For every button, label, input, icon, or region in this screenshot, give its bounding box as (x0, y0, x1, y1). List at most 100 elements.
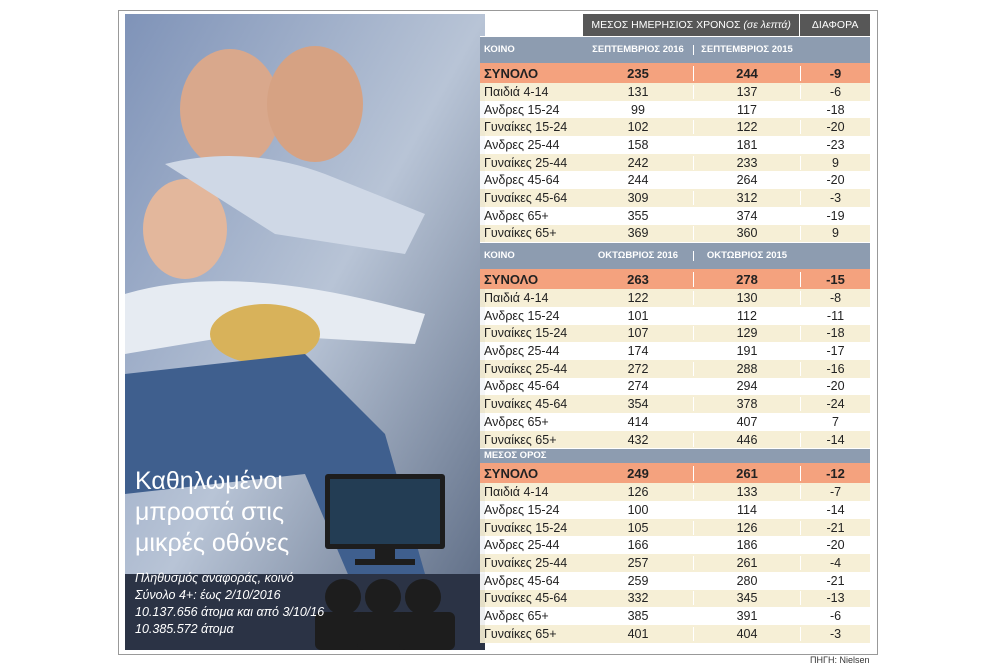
table-row: Γυναίκες 45-64 309 312 -3 (480, 189, 870, 207)
cell: 117 (693, 102, 800, 117)
cell: 244 (627, 173, 649, 188)
table-row: Γυναίκες 65+ 401 404 -3 (480, 624, 870, 643)
cell: -6 (800, 84, 870, 99)
row-label: Γυναίκες 45-64 (484, 397, 568, 412)
cell: 126 (693, 520, 800, 535)
cell: 355 (627, 208, 649, 223)
table-row: Ανδρες 45-64 259 280 -21 (480, 571, 870, 590)
row-label: Παιδιά 4-14 (484, 84, 549, 99)
table-row: Γυναίκες 65+ 369 360 9 (480, 224, 870, 243)
cell: 244 (693, 65, 800, 81)
cell: 391 (693, 609, 800, 624)
total-row: ΣΥΝΟΛΟ 249 261 -12 (480, 463, 870, 484)
cell: 102 (627, 120, 649, 135)
cell: 112 (693, 308, 800, 323)
cell: -11 (800, 308, 870, 323)
cell: 312 (693, 190, 800, 205)
cell: -19 (800, 208, 870, 223)
row-label: Γυναίκες 65+ (484, 226, 557, 241)
cell: 378 (693, 397, 800, 412)
cell: 414 (627, 414, 649, 429)
row-label: Παιδιά 4-14 (484, 291, 549, 306)
table-row: Γυναίκες 25-44 272 288 -16 (480, 359, 870, 378)
cell: 122 (693, 120, 800, 135)
cell: -20 (800, 120, 870, 135)
row-label: Γυναίκες 15-24 (484, 326, 568, 341)
cell: 280 (693, 573, 800, 588)
cell: 401 (627, 626, 649, 641)
column-header: ΣΕΠΤΕΜΒΡΙΟΣ 2016 (592, 44, 684, 55)
table-row: Ανδρες 45-64 274 294 -20 (480, 377, 870, 396)
data-table: ΜΕΣΟΣ ΗΜΕΡΗΣΙΟΣ ΧΡΟΝΟΣ (σε λεπτά) ΔΙΑΦΟΡ… (480, 14, 870, 643)
cell: 332 (627, 591, 649, 606)
header-main: ΜΕΣΟΣ ΗΜΕΡΗΣΙΟΣ ΧΡΟΝΟΣ (σε λεπτά) (583, 14, 800, 36)
cell: 191 (693, 344, 800, 359)
cell: 274 (627, 379, 649, 394)
table-row: Ανδρες 15-24 101 112 -11 (480, 306, 870, 325)
row-label: Γυναίκες 25-44 (484, 361, 568, 376)
table-row: Ανδρες 45-64 244 264 -20 (480, 171, 870, 190)
table-row: Γυναίκες 15-24 105 126 -21 (480, 518, 870, 537)
title: Καθηλωμένοι μπροστά στις μικρές οθόνες (135, 467, 290, 557)
cell: -3 (800, 626, 870, 641)
table-row: Ανδρες 25-44 158 181 -23 (480, 136, 870, 154)
row-label: Ανδρες 65+ (484, 208, 549, 223)
cell: 105 (627, 520, 649, 535)
cell: 107 (627, 326, 649, 341)
cell: 181 (693, 137, 800, 152)
table-row: Ανδρες 65+ 385 391 -6 (480, 607, 870, 625)
row-label: Γυναίκες 15-24 (484, 120, 568, 135)
frame (118, 10, 878, 655)
cell: -16 (800, 361, 870, 376)
cell: -20 (800, 173, 870, 188)
cell: -23 (800, 137, 870, 152)
cell: 233 (693, 155, 800, 170)
cell: 288 (693, 361, 800, 376)
cell: 131 (627, 84, 649, 99)
section-header: ΚΟΙΝΟ ΣΕΠΤΕΜΒΡΙΟΣ 2016 ΣΕΠΤΕΜΒΡΙΟΣ 2015 (480, 36, 870, 63)
row-label: Ανδρες 25-44 (484, 538, 560, 553)
row-label: Παιδιά 4-14 (484, 485, 549, 500)
section-label: ΚΟΙΝΟ (484, 44, 515, 55)
column-header: ΟΚΤΩΒΡΙΟΣ 2016 (597, 250, 679, 262)
table-row: Γυναίκες 25-44 257 261 -4 (480, 554, 870, 572)
cell: -18 (800, 326, 870, 341)
cell: 100 (627, 502, 649, 517)
section-label: ΜΕΣΟΣ ΟΡΟΣ (484, 450, 547, 462)
cell: -12 (800, 465, 870, 481)
row-label: ΣΥΝΟΛΟ (484, 271, 539, 287)
table-row: Γυναίκες 45-64 332 345 -13 (480, 589, 870, 608)
cell: -20 (800, 379, 870, 394)
source: ΠΗΓΗ: Nielsen (810, 655, 870, 665)
cell: 130 (693, 291, 800, 306)
cell: -4 (800, 555, 870, 570)
row-label: Ανδρες 45-64 (484, 379, 560, 394)
cell: 259 (627, 573, 649, 588)
row-label: Ανδρες 25-44 (484, 344, 560, 359)
table-row: Ανδρες 25-44 174 191 -17 (480, 342, 870, 360)
cell: 264 (693, 173, 800, 188)
table-row: Γυναίκες 25-44 242 233 9 (480, 153, 870, 172)
table-row: Γυναίκες 15-24 107 129 -18 (480, 324, 870, 343)
table-row: Ανδρες 65+ 355 374 -19 (480, 206, 870, 225)
cell: -7 (800, 485, 870, 500)
cell: 261 (693, 465, 800, 481)
cell: 446 (693, 432, 800, 447)
cell: -18 (800, 102, 870, 117)
cell: 263 (627, 271, 649, 287)
cell: 158 (627, 137, 649, 152)
row-label: Ανδρες 15-24 (484, 102, 560, 117)
header-diff: ΔΙΑΦΟΡΑ (799, 14, 870, 36)
cell: 122 (627, 291, 649, 306)
cell: -13 (800, 591, 870, 606)
section-header: ΚΟΙΝΟ ΟΚΤΩΒΡΙΟΣ 2016 ΟΚΤΩΒΡΙΟΣ 2015 (480, 242, 870, 270)
row-label: Ανδρες 45-64 (484, 573, 560, 588)
row-label: Γυναίκες 15-24 (484, 520, 568, 535)
cell: 126 (627, 485, 649, 500)
table-row: Παιδιά 4-14 122 130 -8 (480, 289, 870, 307)
photo (125, 14, 485, 650)
row-label: Ανδρες 45-64 (484, 173, 560, 188)
total-row: ΣΥΝΟΛΟ 263 278 -15 (480, 269, 870, 290)
cell: -14 (800, 432, 870, 447)
